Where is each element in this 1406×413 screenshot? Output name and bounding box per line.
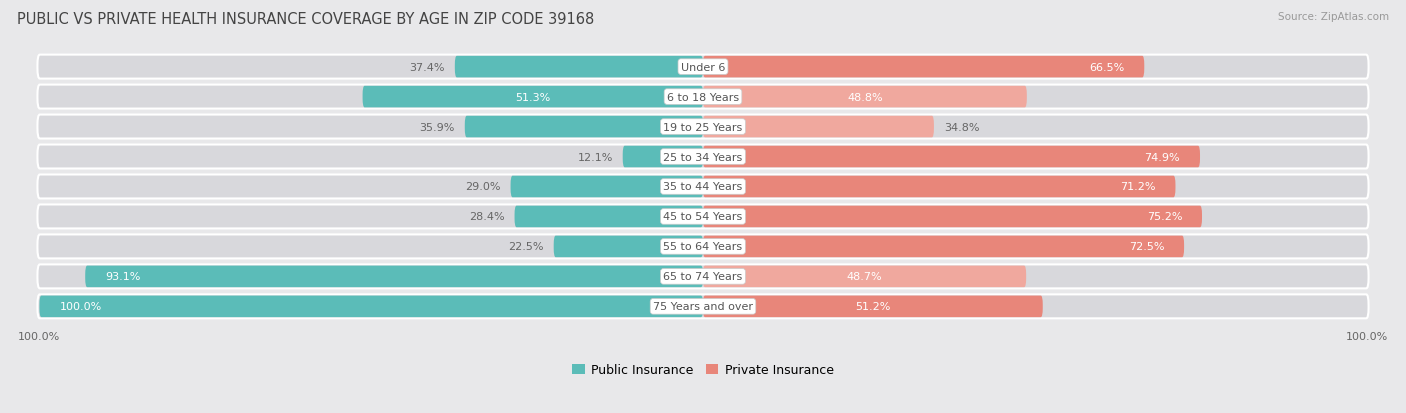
FancyBboxPatch shape <box>363 87 703 108</box>
FancyBboxPatch shape <box>703 266 1026 287</box>
FancyBboxPatch shape <box>510 176 703 198</box>
Text: 25 to 34 Years: 25 to 34 Years <box>664 152 742 162</box>
Text: 71.2%: 71.2% <box>1121 182 1156 192</box>
Legend: Public Insurance, Private Insurance: Public Insurance, Private Insurance <box>567 358 839 381</box>
Text: 93.1%: 93.1% <box>105 272 141 282</box>
Text: 28.4%: 28.4% <box>470 212 505 222</box>
FancyBboxPatch shape <box>703 176 1175 198</box>
FancyBboxPatch shape <box>703 57 1144 78</box>
Text: 51.2%: 51.2% <box>855 301 890 311</box>
Text: 48.8%: 48.8% <box>846 93 883 102</box>
FancyBboxPatch shape <box>703 116 934 138</box>
Text: 12.1%: 12.1% <box>578 152 613 162</box>
Text: 74.9%: 74.9% <box>1144 152 1180 162</box>
Text: 66.5%: 66.5% <box>1090 62 1125 72</box>
Text: 22.5%: 22.5% <box>508 242 544 252</box>
Text: PUBLIC VS PRIVATE HEALTH INSURANCE COVERAGE BY AGE IN ZIP CODE 39168: PUBLIC VS PRIVATE HEALTH INSURANCE COVER… <box>17 12 595 27</box>
FancyBboxPatch shape <box>703 87 1026 108</box>
Text: 45 to 54 Years: 45 to 54 Years <box>664 212 742 222</box>
Text: 6 to 18 Years: 6 to 18 Years <box>666 93 740 102</box>
FancyBboxPatch shape <box>38 205 1368 229</box>
FancyBboxPatch shape <box>38 55 1368 79</box>
FancyBboxPatch shape <box>38 85 1368 109</box>
Text: 35.9%: 35.9% <box>419 122 454 132</box>
FancyBboxPatch shape <box>703 146 1199 168</box>
Text: 72.5%: 72.5% <box>1129 242 1164 252</box>
Text: Source: ZipAtlas.com: Source: ZipAtlas.com <box>1278 12 1389 22</box>
Text: 75.2%: 75.2% <box>1147 212 1182 222</box>
Text: 100.0%: 100.0% <box>59 301 101 311</box>
FancyBboxPatch shape <box>38 115 1368 139</box>
FancyBboxPatch shape <box>38 265 1368 289</box>
FancyBboxPatch shape <box>38 235 1368 259</box>
FancyBboxPatch shape <box>86 266 703 287</box>
FancyBboxPatch shape <box>38 175 1368 199</box>
FancyBboxPatch shape <box>465 116 703 138</box>
FancyBboxPatch shape <box>703 206 1202 228</box>
Text: 35 to 44 Years: 35 to 44 Years <box>664 182 742 192</box>
Text: 65 to 74 Years: 65 to 74 Years <box>664 272 742 282</box>
Text: 29.0%: 29.0% <box>465 182 501 192</box>
FancyBboxPatch shape <box>515 206 703 228</box>
Text: 51.3%: 51.3% <box>515 93 550 102</box>
Text: 37.4%: 37.4% <box>409 62 444 72</box>
Text: Under 6: Under 6 <box>681 62 725 72</box>
FancyBboxPatch shape <box>623 146 703 168</box>
Text: 19 to 25 Years: 19 to 25 Years <box>664 122 742 132</box>
Text: 75 Years and over: 75 Years and over <box>652 301 754 311</box>
Text: 34.8%: 34.8% <box>943 122 980 132</box>
FancyBboxPatch shape <box>454 57 703 78</box>
FancyBboxPatch shape <box>38 294 1368 318</box>
Text: 48.7%: 48.7% <box>846 272 883 282</box>
FancyBboxPatch shape <box>703 296 1043 317</box>
FancyBboxPatch shape <box>703 236 1184 258</box>
Text: 55 to 64 Years: 55 to 64 Years <box>664 242 742 252</box>
FancyBboxPatch shape <box>38 145 1368 169</box>
FancyBboxPatch shape <box>554 236 703 258</box>
FancyBboxPatch shape <box>39 296 703 317</box>
